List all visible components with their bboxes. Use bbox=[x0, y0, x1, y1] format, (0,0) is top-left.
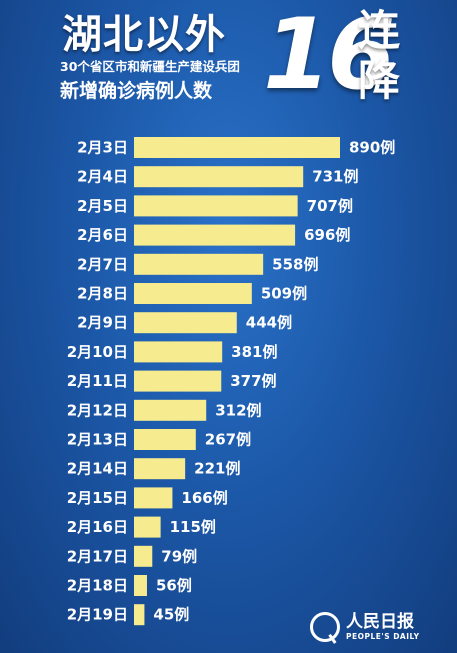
data-label: 381例 bbox=[231, 343, 277, 361]
category-label: 2月8日 bbox=[77, 285, 128, 303]
bar bbox=[134, 458, 186, 480]
bar bbox=[134, 429, 196, 450]
subtitle-metric: 新增确诊病例人数 bbox=[60, 80, 213, 102]
streak-label: 连 降 bbox=[358, 6, 408, 106]
data-label: 707例 bbox=[307, 197, 353, 215]
data-label: 45例 bbox=[153, 606, 189, 624]
logo-name-cn: 人民日报 bbox=[346, 611, 414, 632]
bar bbox=[134, 312, 237, 334]
page-title: 湖北以外 bbox=[62, 12, 226, 58]
people-daily-logo: 人民日报 PEOPLE'S DAILY bbox=[310, 610, 420, 644]
category-label: 2月13日 bbox=[67, 431, 128, 449]
streak-char-1: 连 bbox=[358, 6, 401, 55]
streak-number: 16 bbox=[263, 0, 395, 112]
data-label: 558例 bbox=[272, 255, 318, 273]
logo-name-en: PEOPLE'S DAILY bbox=[346, 631, 420, 641]
bar bbox=[134, 487, 173, 509]
streak-char-2: 降 bbox=[358, 56, 401, 105]
data-label: 221例 bbox=[194, 460, 240, 478]
category-label: 2月7日 bbox=[77, 255, 128, 273]
bar bbox=[134, 399, 207, 421]
category-label: 2月17日 bbox=[67, 547, 128, 565]
category-label: 2月9日 bbox=[77, 314, 128, 332]
data-label: 890例 bbox=[349, 139, 395, 157]
bar bbox=[134, 166, 304, 188]
category-label: 2月6日 bbox=[77, 226, 128, 244]
category-label: 2月12日 bbox=[67, 401, 128, 419]
bar bbox=[134, 575, 147, 596]
header: 湖北以外 30个省区市和新疆生产建设兵团 新增确诊病例人数 16 连 降 bbox=[0, 0, 457, 120]
data-label: 509例 bbox=[261, 285, 307, 303]
data-label: 731例 bbox=[312, 168, 358, 186]
data-label: 377例 bbox=[230, 372, 276, 390]
data-label: 166例 bbox=[181, 489, 227, 507]
bar bbox=[134, 516, 161, 538]
data-label: 444例 bbox=[246, 314, 292, 332]
bar bbox=[134, 195, 298, 217]
bar bbox=[134, 370, 222, 392]
category-label: 2月5日 bbox=[77, 197, 128, 215]
category-label: 2月16日 bbox=[67, 518, 128, 536]
data-label: 267例 bbox=[205, 431, 251, 449]
bar bbox=[134, 283, 252, 304]
category-label: 2月19日 bbox=[67, 606, 128, 624]
category-label: 2月14日 bbox=[67, 460, 128, 478]
data-label: 115例 bbox=[170, 518, 216, 536]
data-label: 79例 bbox=[161, 547, 197, 565]
category-label: 2月3日 bbox=[77, 139, 128, 157]
bar bbox=[134, 253, 264, 275]
subtitle-regions: 30个省区市和新疆生产建设兵团 bbox=[60, 59, 240, 74]
category-label: 2月18日 bbox=[67, 577, 128, 595]
category-label: 2月11日 bbox=[67, 372, 128, 390]
data-label: 56例 bbox=[156, 577, 192, 595]
data-label: 312例 bbox=[215, 401, 261, 419]
people-daily-logo-icon bbox=[310, 612, 340, 642]
data-label: 696例 bbox=[304, 226, 350, 244]
category-label: 2月10日 bbox=[67, 343, 128, 361]
category-label: 2月15日 bbox=[67, 489, 128, 507]
category-label: 2月4日 bbox=[77, 168, 128, 186]
bar bbox=[134, 224, 296, 246]
bar bbox=[134, 545, 153, 567]
bar bbox=[134, 137, 340, 158]
bar bbox=[134, 604, 145, 626]
bar bbox=[134, 341, 223, 363]
